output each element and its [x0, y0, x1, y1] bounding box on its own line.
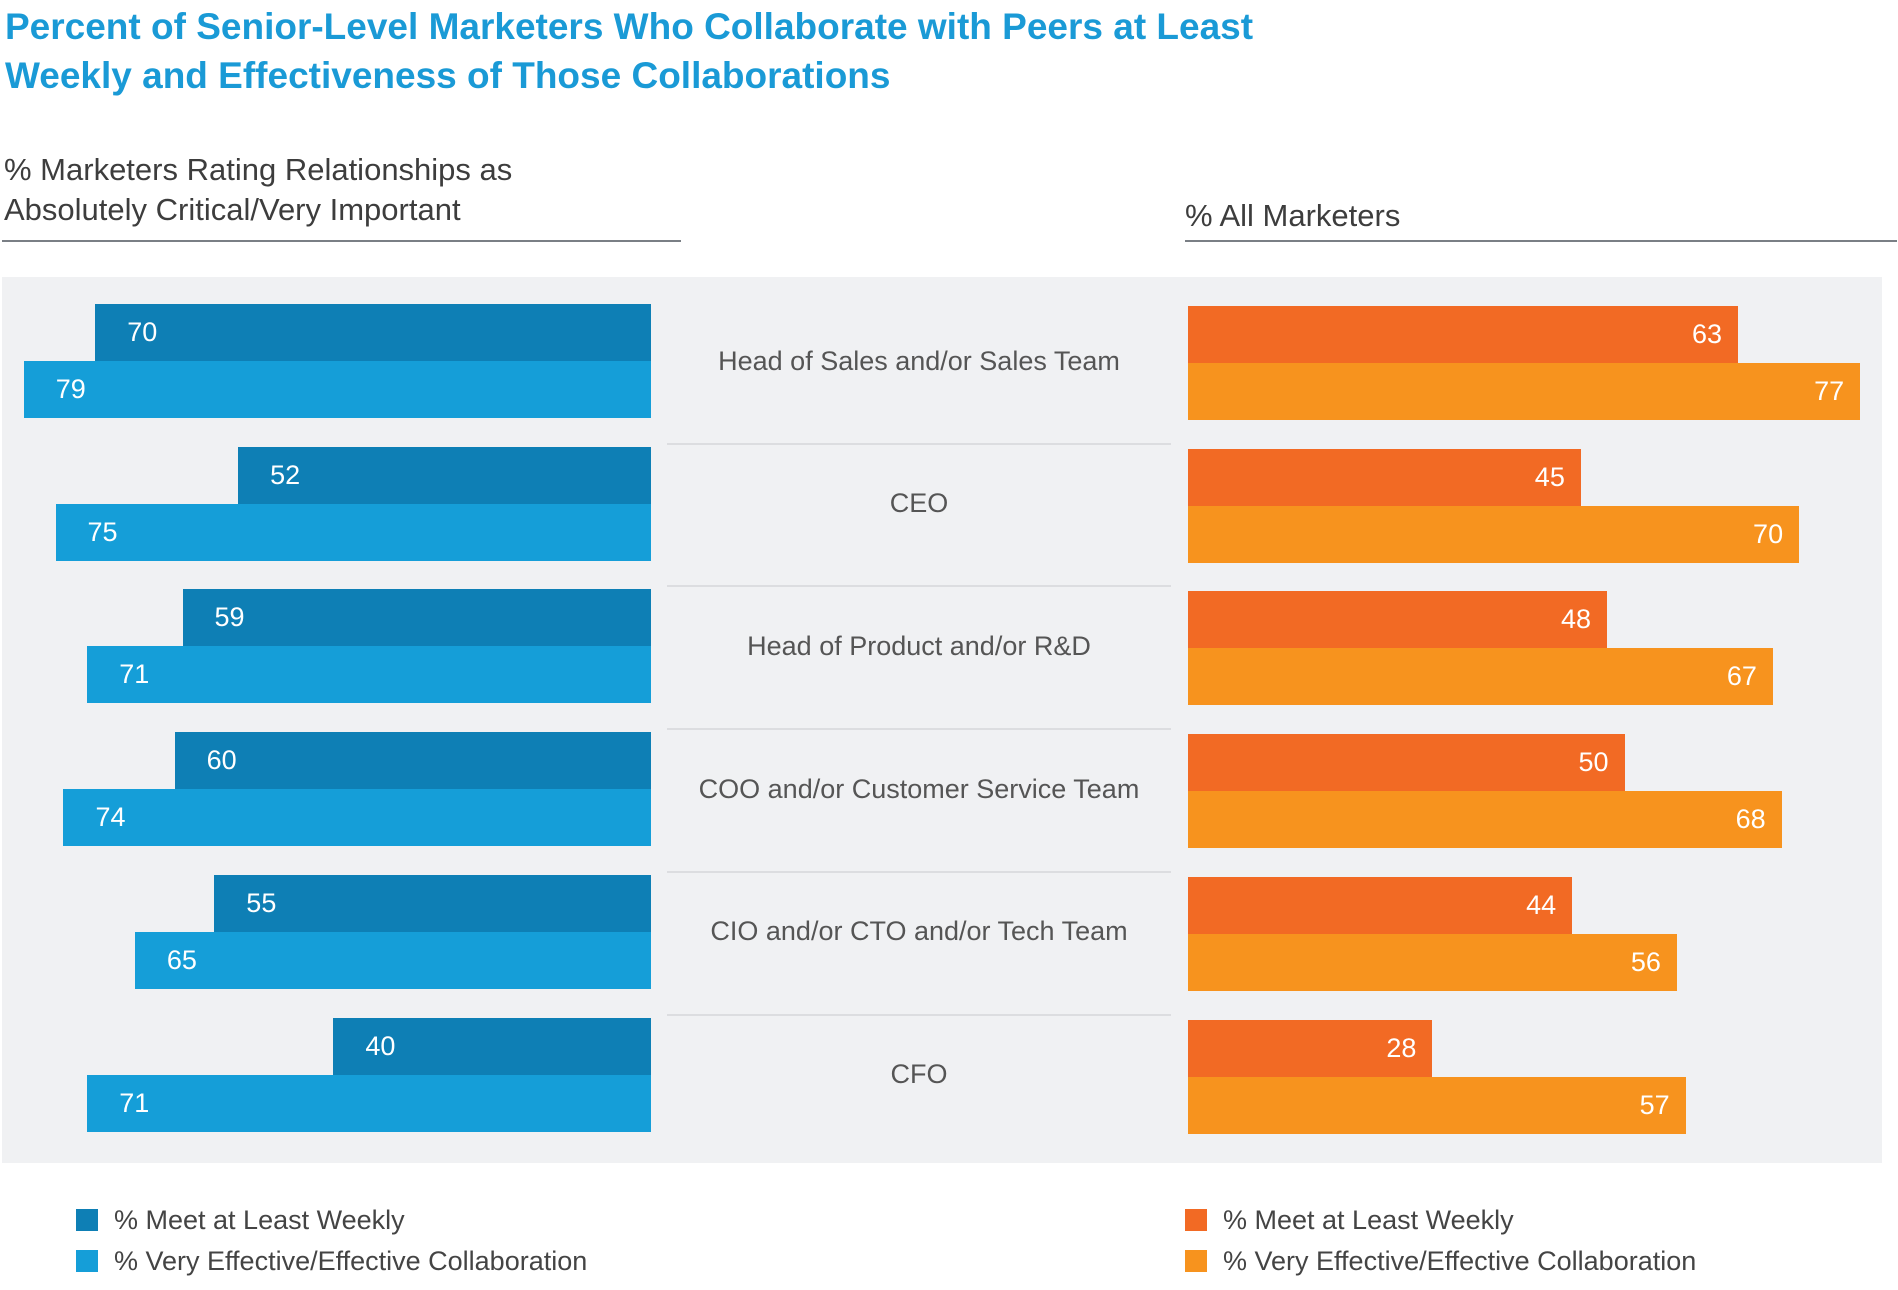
right-bar: 56	[1188, 933, 1677, 991]
row-separator	[667, 442, 1171, 445]
legend-label: % Very Effective/Effective Collaboration	[1223, 1245, 1697, 1276]
legend-item: % Meet at Least Weekly	[1185, 1205, 1514, 1235]
left-bar: 60	[174, 732, 651, 790]
row-separator	[667, 1013, 1171, 1016]
left-bar: 40	[333, 1017, 651, 1075]
category-label: CIO and/or CTO and/or Tech Team	[667, 861, 1171, 1003]
bar-value-label: 50	[1578, 747, 1609, 778]
left-bar: 55	[214, 874, 651, 932]
category-label: Head of Sales and/or Sales Team	[667, 290, 1171, 432]
left-label-line-2: Absolutely Critical/Very Important	[4, 192, 461, 227]
legend-swatch	[1185, 1250, 1207, 1272]
bar-value-label: 63	[1691, 319, 1722, 349]
legend-label: % Meet at Least Weekly	[1223, 1204, 1514, 1235]
category-text: COO and/or Customer Service Team	[698, 773, 1140, 804]
bar-value-label: 28	[1386, 1032, 1417, 1063]
category-label: COO and/or Customer Service Team	[667, 718, 1171, 860]
left-bar: 52	[238, 446, 651, 504]
legend-item: % Meet at Least Weekly	[76, 1205, 405, 1235]
legend-label: % Very Effective/Effective Collaboration	[114, 1245, 588, 1276]
category-text: CFO	[890, 1059, 948, 1089]
legend-swatch	[1185, 1209, 1207, 1231]
bar-value-label: 70	[1753, 518, 1784, 549]
bar-value-label: 60	[206, 745, 237, 776]
right-rule	[1185, 240, 1897, 242]
bar-value-label: 74	[95, 802, 126, 833]
bar-value-label: 45	[1534, 461, 1565, 492]
right-bar: 50	[1188, 734, 1625, 792]
legend-swatch	[76, 1209, 98, 1231]
left-bar: 59	[182, 589, 651, 647]
row-separator	[667, 728, 1171, 731]
category-label: CFO	[667, 1004, 1171, 1146]
row-separator	[667, 585, 1171, 588]
legend-item: % Very Effective/Effective Collaboration	[76, 1246, 587, 1276]
left-bar: 71	[87, 1074, 651, 1132]
bar-value-label: 70	[127, 317, 158, 347]
left-bar: 71	[87, 646, 651, 704]
left-bar: 70	[95, 304, 651, 361]
bar-value-label: 79	[55, 374, 86, 404]
bar-value-label: 75	[87, 516, 118, 547]
right-bar: 48	[1188, 591, 1608, 649]
category-text: CEO	[889, 488, 949, 519]
left-bar: 74	[63, 789, 651, 847]
category-label: CEO	[667, 433, 1171, 575]
right-bar: 77	[1188, 363, 1861, 420]
bar-value-label: 40	[365, 1030, 396, 1061]
bar-value-label: 44	[1526, 889, 1557, 920]
legend-swatch	[76, 1250, 98, 1272]
legend-item: % Very Effective/Effective Collaboration	[1185, 1246, 1696, 1276]
bar-value-label: 68	[1735, 804, 1766, 835]
left-label-line-1: % Marketers Rating Relationships as	[4, 152, 513, 187]
right-panel-label: % All Marketers	[1185, 198, 1401, 233]
bar-value-label: 56	[1630, 946, 1661, 977]
right-bar: 45	[1188, 448, 1581, 506]
bar-value-label: 71	[119, 659, 150, 690]
chart-title: Percent of Senior-Level Marketers Who Co…	[5, 2, 1455, 100]
right-bar: 28	[1188, 1019, 1433, 1077]
left-rule	[2, 240, 681, 242]
bar-value-label: 67	[1726, 661, 1757, 692]
bar-value-label: 71	[119, 1087, 150, 1118]
row-separator	[667, 870, 1171, 873]
category-text: Head of Sales and/or Sales Team	[718, 345, 1120, 376]
bar-value-label: 57	[1639, 1089, 1670, 1120]
right-bar: 67	[1188, 648, 1773, 706]
bar-value-label: 65	[166, 944, 197, 975]
right-bar: 70	[1188, 505, 1800, 563]
bar-value-label: 77	[1814, 376, 1845, 406]
right-bar: 44	[1188, 876, 1573, 934]
right-bar: 57	[1188, 1076, 1686, 1134]
category-label: Head of Product and/or R&D	[667, 575, 1171, 717]
right-bar: 63	[1188, 306, 1738, 363]
right-bar: 68	[1188, 791, 1782, 849]
bar-value-label: 48	[1560, 604, 1592, 635]
left-panel-label: % Marketers Rating Relationships as Abso…	[4, 150, 512, 230]
category-text: CIO and/or CTO and/or Tech Team	[710, 916, 1128, 947]
title-line-1: Percent of Senior-Level Marketers Who Co…	[5, 6, 1254, 47]
left-bar: 65	[134, 931, 651, 989]
bar-value-label: 59	[214, 602, 245, 633]
left-bar: 79	[23, 361, 651, 418]
title-line-2: Weekly and Effectiveness of Those Collab…	[5, 55, 891, 96]
legend-label: % Meet at Least Weekly	[114, 1204, 405, 1235]
bar-value-label: 55	[246, 887, 277, 918]
left-bar: 75	[55, 503, 651, 561]
bar-value-label: 52	[270, 459, 301, 490]
category-text: Head of Product and/or R&D	[747, 630, 1091, 661]
